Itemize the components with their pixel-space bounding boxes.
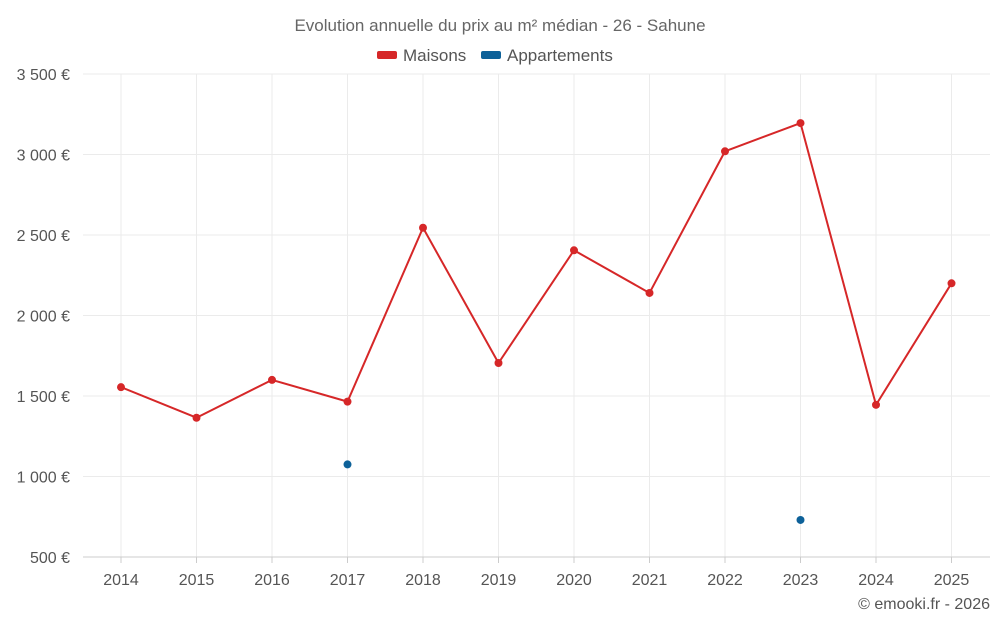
x-tick-label: 2019: [481, 572, 517, 589]
x-tick-label: 2017: [330, 572, 366, 589]
data-point-maisons: [947, 279, 956, 288]
credit-text: © emooki.fr - 2026: [858, 596, 990, 613]
series-line-maisons: [120, 122, 953, 419]
y-tick-label: 2 000 €: [17, 309, 70, 326]
x-tick-label: 2023: [783, 572, 819, 589]
y-tick-label: 1 000 €: [17, 470, 70, 487]
legend-label-maisons: Maisons: [403, 46, 466, 65]
x-axis: 2014 2015 2016 2017 2018 2019 2020 2021 2022 2023…: [83, 556, 990, 589]
x-tick-label: 2022: [707, 572, 743, 589]
data-point-appartements: [796, 515, 805, 524]
chart-title: Evolution annuelle du prix au m² médian …: [294, 16, 705, 35]
data-point-maisons: [494, 358, 503, 367]
x-tick-label: 2021: [632, 572, 668, 589]
data-point-maisons: [570, 246, 578, 255]
x-tick-label: 2015: [179, 572, 215, 589]
data-point-maisons: [192, 413, 201, 422]
legend-item-appartements[interactable]: Appartements: [481, 46, 613, 65]
grid: [83, 73, 990, 557]
y-tick-label: 3 500 €: [17, 67, 70, 84]
plot-area: [117, 119, 956, 524]
data-point-maisons: [268, 375, 276, 384]
data-point-maisons: [721, 147, 729, 156]
x-tick-label: 2024: [858, 572, 894, 589]
y-tick-label: 3 000 €: [17, 148, 70, 165]
legend-swatch-maisons: [377, 51, 397, 59]
y-tick-label: 1 500 €: [17, 389, 70, 406]
legend-label-appartements: Appartements: [507, 46, 613, 65]
y-tick-label: 500 €: [30, 550, 70, 567]
data-point-maisons: [872, 400, 880, 409]
x-tick-label: 2018: [405, 572, 441, 589]
data-point-maisons: [117, 383, 125, 392]
legend-item-maisons[interactable]: Maisons: [377, 46, 466, 65]
x-tick-label: 2025: [934, 572, 970, 589]
data-point-maisons: [645, 288, 654, 297]
legend-swatch-appartements: [481, 51, 501, 59]
data-point-maisons: [419, 223, 427, 232]
x-tick-label: 2020: [556, 572, 592, 589]
y-tick-label: 2 500 €: [17, 228, 70, 245]
legend: Maisons Appartements: [377, 46, 613, 65]
x-tick-label: 2016: [254, 572, 290, 589]
data-point-maisons: [796, 119, 805, 128]
y-axis: 500 € 1 000 € 1 500 € 2 000 € 2 500 € 3 000 €…: [17, 67, 70, 567]
x-tick-label: 2014: [103, 572, 139, 589]
data-point-maisons: [343, 397, 352, 406]
data-point-appartements: [343, 460, 352, 469]
